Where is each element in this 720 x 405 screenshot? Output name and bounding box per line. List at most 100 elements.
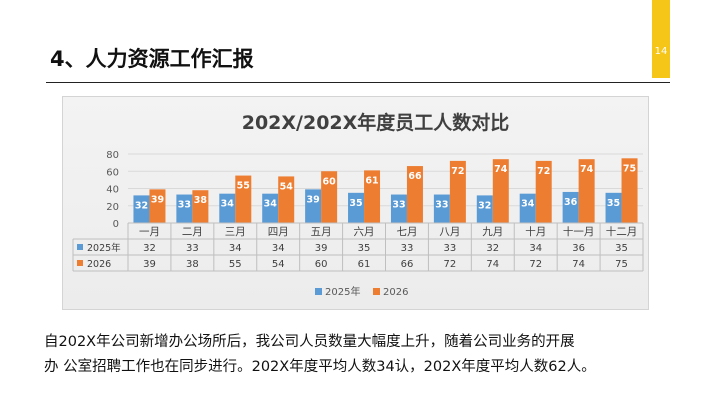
bar-value-label: 35 bbox=[349, 198, 362, 209]
bar bbox=[449, 160, 466, 223]
caption-line-2: 办 公室招聘工作也在同步进行。202X年度平均人数34认，202X年度平均人数6… bbox=[44, 359, 596, 375]
bar bbox=[476, 195, 493, 223]
bar-value-label: 61 bbox=[365, 175, 378, 186]
table-value: 32 bbox=[143, 243, 156, 254]
bar bbox=[605, 192, 622, 223]
bar-value-label: 33 bbox=[392, 200, 405, 211]
table-legend-key bbox=[77, 260, 83, 266]
bar bbox=[192, 190, 209, 223]
bar-value-label: 34 bbox=[264, 199, 278, 210]
bar bbox=[262, 193, 279, 223]
table-value: 35 bbox=[615, 243, 628, 254]
x-category-label: 九月 bbox=[482, 226, 503, 238]
x-category-label: 二月 bbox=[182, 226, 203, 238]
x-category-label: 五月 bbox=[311, 226, 332, 238]
bar-value-label: 75 bbox=[623, 163, 636, 174]
bar-value-label: 55 bbox=[237, 181, 250, 192]
title-divider bbox=[46, 82, 670, 83]
bar-value-label: 35 bbox=[607, 198, 620, 209]
table-value: 60 bbox=[315, 259, 328, 270]
x-category-label: 七月 bbox=[396, 226, 417, 238]
x-category-label: 四月 bbox=[268, 226, 289, 238]
bar-value-label: 74 bbox=[494, 164, 508, 175]
bar bbox=[492, 159, 509, 223]
y-tick-label: 0 bbox=[113, 219, 119, 230]
table-series-label: 2026 bbox=[87, 259, 111, 270]
table-value: 32 bbox=[486, 243, 499, 254]
chart-frame: 202X/202X年度员工人数对比 0 20 40 60 80 32 39 33 38 34 55 34… bbox=[62, 96, 649, 310]
bar bbox=[348, 192, 365, 223]
bar-value-label: 60 bbox=[323, 176, 337, 187]
legend-swatch bbox=[373, 288, 380, 295]
caption-line-1: 自202X年公司新增办公场所后，我公司人员数量大幅度上升，随着公司业务的开展 bbox=[44, 334, 575, 350]
table-legend-key bbox=[77, 244, 83, 250]
table-value: 33 bbox=[444, 243, 457, 254]
bar bbox=[278, 176, 295, 223]
x-category-label: 十二月 bbox=[606, 225, 638, 238]
bar-value-label: 34 bbox=[221, 199, 235, 210]
bar-value-label: 34 bbox=[521, 199, 535, 210]
bar bbox=[305, 189, 322, 223]
table-value: 39 bbox=[143, 259, 156, 270]
bar-value-label: 72 bbox=[537, 166, 550, 177]
table-value: 34 bbox=[529, 243, 542, 254]
bar bbox=[176, 194, 193, 223]
bar-value-label: 32 bbox=[478, 200, 491, 211]
table-value: 36 bbox=[572, 243, 585, 254]
bar bbox=[133, 195, 150, 223]
table-value: 72 bbox=[444, 259, 457, 270]
y-tick-label: 20 bbox=[106, 202, 119, 213]
table-value: 34 bbox=[272, 243, 285, 254]
chart-title: 202X/202X年度员工人数对比 bbox=[242, 111, 510, 134]
table-value: 75 bbox=[615, 259, 628, 270]
legend-label: 2025年 bbox=[325, 285, 360, 298]
x-category-label: 八月 bbox=[439, 226, 460, 238]
bar-value-label: 39 bbox=[151, 194, 164, 205]
table-value: 35 bbox=[358, 243, 371, 254]
table-value: 72 bbox=[529, 259, 542, 270]
bar-value-label: 33 bbox=[435, 200, 448, 211]
x-category-label: 一月 bbox=[139, 226, 160, 238]
table-value: 74 bbox=[486, 259, 499, 270]
bar bbox=[433, 194, 450, 223]
y-tick-label: 60 bbox=[106, 167, 119, 178]
bar bbox=[390, 194, 407, 223]
bar-value-label: 54 bbox=[280, 181, 294, 192]
legend-swatch bbox=[315, 288, 322, 295]
bar bbox=[235, 175, 252, 223]
table-value: 39 bbox=[315, 243, 328, 254]
bar-value-label: 38 bbox=[194, 195, 208, 206]
bar bbox=[219, 193, 236, 223]
bar bbox=[535, 160, 552, 223]
table-value: 33 bbox=[401, 243, 414, 254]
table-value: 34 bbox=[229, 243, 242, 254]
bar bbox=[578, 159, 595, 223]
x-category-label: 十月 bbox=[525, 225, 546, 238]
bar-value-label: 72 bbox=[451, 166, 464, 177]
y-tick-label: 40 bbox=[106, 185, 119, 196]
bar-value-label: 66 bbox=[408, 171, 422, 182]
bar-value-label: 39 bbox=[307, 194, 320, 205]
bar bbox=[364, 170, 381, 223]
bar bbox=[149, 189, 166, 223]
bar-value-label: 74 bbox=[580, 164, 594, 175]
bar bbox=[406, 166, 423, 223]
slide-title: 4、人力资源工作汇报 bbox=[50, 47, 254, 71]
table-value: 38 bbox=[186, 259, 199, 270]
table-series-label: 2025年 bbox=[87, 242, 121, 254]
page-tab bbox=[652, 0, 670, 78]
table-value: 66 bbox=[401, 259, 414, 270]
table-value: 54 bbox=[272, 259, 285, 270]
bar bbox=[621, 158, 638, 223]
bar-value-label: 32 bbox=[135, 200, 148, 211]
y-tick-label: 80 bbox=[106, 150, 119, 161]
x-category-label: 三月 bbox=[225, 226, 246, 238]
page-number: 14 bbox=[654, 46, 668, 57]
bar bbox=[562, 191, 579, 223]
bar bbox=[519, 193, 536, 223]
bar-value-label: 36 bbox=[564, 197, 578, 208]
legend-label: 2026 bbox=[383, 287, 408, 298]
table-value: 74 bbox=[572, 259, 585, 270]
bar-value-label: 33 bbox=[178, 200, 191, 211]
